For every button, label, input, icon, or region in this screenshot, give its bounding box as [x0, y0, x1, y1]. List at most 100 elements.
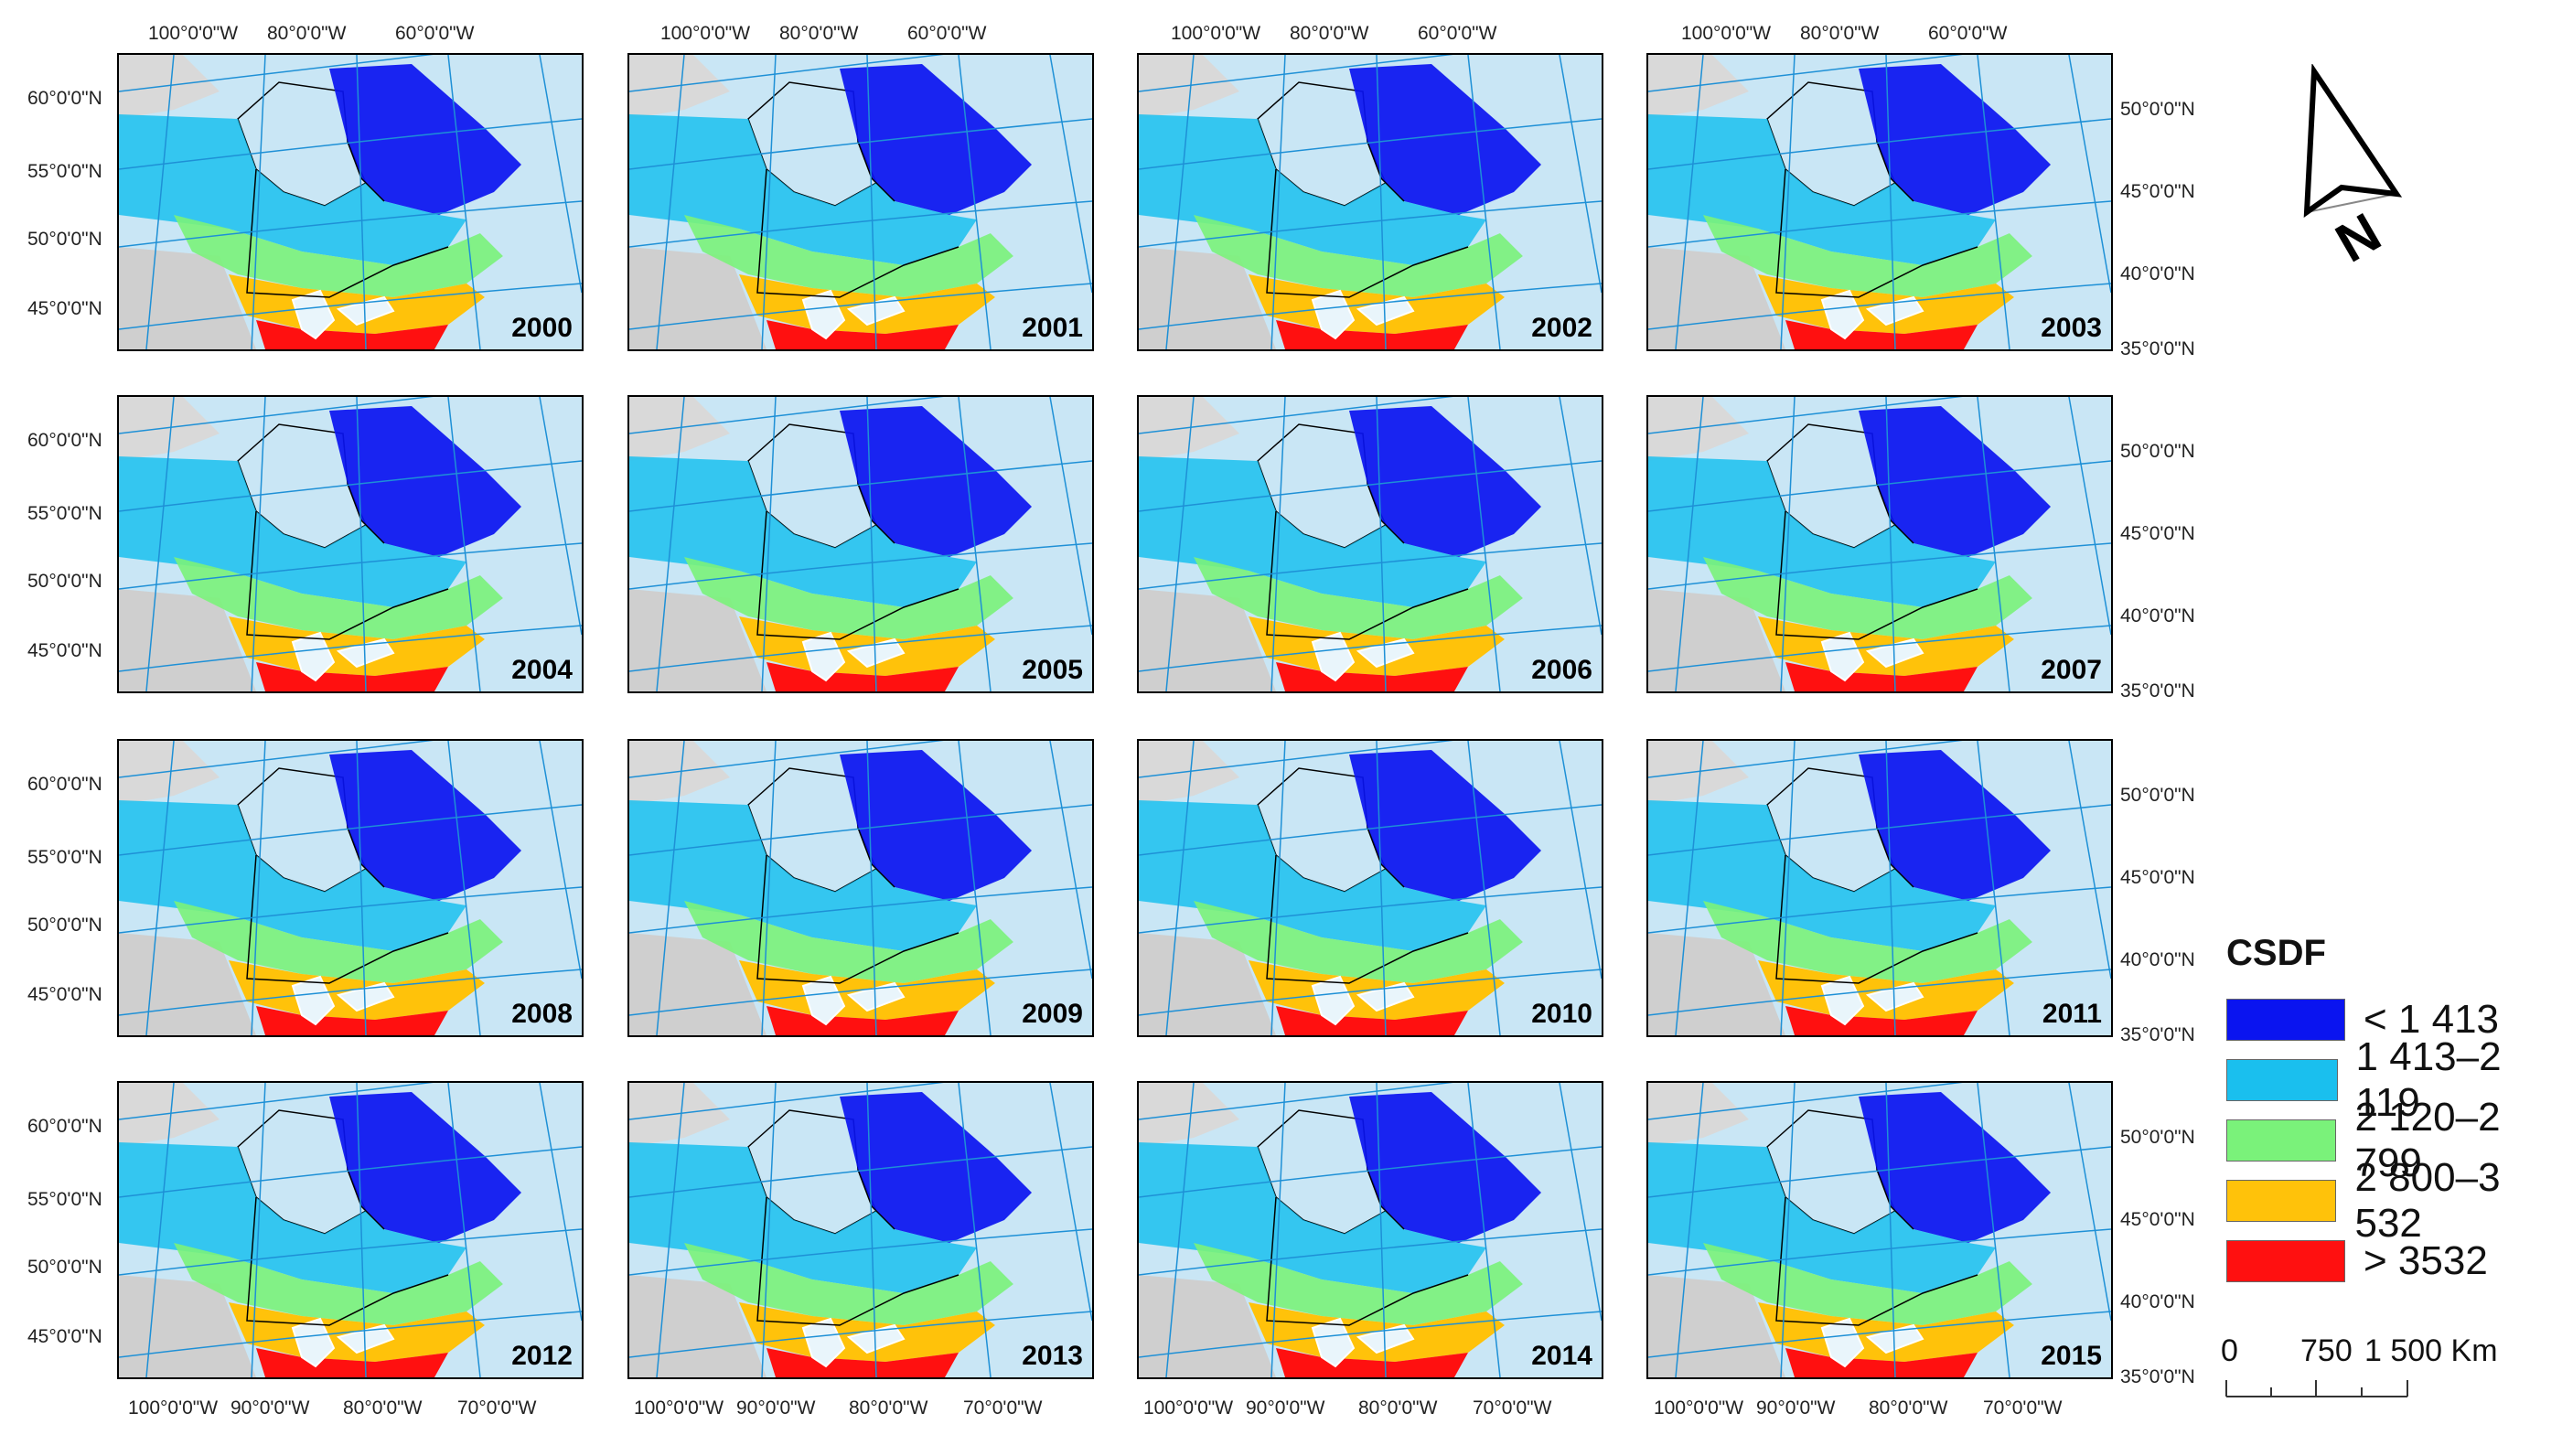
year-label: 2006 — [1531, 655, 1592, 685]
left-lat-label: 55°0'0"N — [27, 161, 102, 182]
left-lat-label: 45°0'0"N — [27, 640, 102, 661]
year-label: 2014 — [1531, 1341, 1592, 1371]
bottom-lon-label: 90°0'0"W — [230, 1397, 310, 1419]
right-lat-label: 45°0'0"N — [2120, 867, 2195, 888]
map-graphic — [119, 1083, 582, 1377]
north-arrow-icon: N — [2303, 62, 2403, 274]
map-panel: 2003 — [1646, 53, 2113, 351]
legend-label: 1 413–2 119 — [2355, 1034, 2502, 1125]
year-label: 2002 — [1531, 313, 1592, 343]
year-label: 2003 — [2041, 313, 2102, 343]
right-lat-label: 45°0'0"N — [2120, 1209, 2195, 1230]
map-graphic — [1139, 397, 1602, 691]
bottom-lon-label: 90°0'0"W — [1246, 1397, 1325, 1419]
north-arrow-dark-outline — [2303, 62, 2403, 219]
north-arrow: N — [2287, 62, 2433, 274]
bottom-lon-label: 80°0'0"W — [1358, 1397, 1438, 1419]
year-label: 2000 — [511, 313, 573, 343]
map-graphic — [629, 1083, 1092, 1377]
north-arrow-label: N — [2326, 201, 2391, 274]
legend-item: > 3532 — [2226, 1238, 2488, 1283]
legend-label: > 3532 — [2364, 1238, 2488, 1283]
map-graphic — [119, 741, 582, 1035]
right-lat-label: 45°0'0"N — [2120, 523, 2195, 544]
right-lat-label: 45°0'0"N — [2120, 181, 2195, 202]
map-graphic — [1139, 1083, 1602, 1377]
left-lat-label: 55°0'0"N — [27, 503, 102, 524]
left-lat-label: 60°0'0"N — [27, 88, 102, 109]
left-lat-label: 60°0'0"N — [27, 430, 102, 451]
right-lat-label: 40°0'0"N — [2120, 263, 2195, 284]
year-label: 2012 — [511, 1341, 573, 1371]
left-lat-label: 45°0'0"N — [27, 984, 102, 1005]
year-label: 2010 — [1531, 999, 1592, 1029]
bottom-lon-label: 70°0'0"W — [1473, 1397, 1552, 1419]
legend-item: 2 120–2 799 — [2226, 1095, 2562, 1185]
top-lon-label: 100°0'0"W — [1171, 23, 1261, 44]
map-panel: 2015 — [1646, 1081, 2113, 1379]
bottom-lon-label: 80°0'0"W — [343, 1397, 423, 1419]
right-lat-label: 35°0'0"N — [2120, 680, 2195, 701]
year-label: 2004 — [511, 655, 573, 685]
top-lon-label: 80°0'0"W — [1800, 23, 1880, 44]
year-label: 2001 — [1022, 313, 1083, 343]
bottom-lon-label: 70°0'0"W — [1983, 1397, 2063, 1419]
bottom-lon-label: 100°0'0"W — [634, 1397, 724, 1419]
right-lat-label: 35°0'0"N — [2120, 338, 2195, 359]
map-graphic — [1648, 1083, 2111, 1377]
map-panel: 2002 — [1137, 53, 1603, 351]
map-panel: 2000 — [117, 53, 584, 351]
legend-item: 1 413–2 119 — [2226, 1034, 2562, 1125]
left-lat-label: 60°0'0"N — [27, 1116, 102, 1137]
left-lat-label: 50°0'0"N — [27, 229, 102, 250]
right-lat-label: 35°0'0"N — [2120, 1366, 2195, 1387]
year-label: 2009 — [1022, 999, 1083, 1029]
right-lat-label: 35°0'0"N — [2120, 1024, 2195, 1045]
right-lat-label: 40°0'0"N — [2120, 1291, 2195, 1312]
year-label: 2005 — [1022, 655, 1083, 685]
map-graphic — [119, 55, 582, 349]
bottom-lon-label: 100°0'0"W — [128, 1397, 219, 1419]
right-lat-label: 50°0'0"N — [2120, 99, 2195, 120]
legend-item: 2 800–3 532 — [2226, 1155, 2562, 1246]
map-graphic — [1139, 55, 1602, 349]
legend-item: < 1 413 — [2226, 997, 2499, 1042]
map-panel: 2011 — [1646, 739, 2113, 1037]
map-panel: 2007 — [1646, 395, 2113, 693]
bottom-lon-label: 70°0'0"W — [457, 1397, 537, 1419]
bottom-lon-label: 80°0'0"W — [849, 1397, 928, 1419]
top-lon-label: 100°0'0"W — [148, 23, 239, 44]
map-panel: 2004 — [117, 395, 584, 693]
map-graphic — [629, 397, 1092, 691]
map-panel: 2009 — [627, 739, 1094, 1037]
left-lat-label: 50°0'0"N — [27, 915, 102, 936]
top-lon-label: 60°0'0"W — [395, 23, 475, 44]
map-graphic — [119, 397, 582, 691]
bottom-lon-label: 70°0'0"W — [963, 1397, 1043, 1419]
top-lon-label: 60°0'0"W — [1418, 23, 1497, 44]
scale-label-1500: 1 500 Km — [2364, 1333, 2498, 1368]
top-lon-label: 60°0'0"W — [907, 23, 987, 44]
top-lon-label: 80°0'0"W — [779, 23, 859, 44]
left-lat-label: 50°0'0"N — [27, 1257, 102, 1278]
map-graphic — [1648, 397, 2111, 691]
map-panel: 2001 — [627, 53, 1094, 351]
bottom-lon-label: 100°0'0"W — [1654, 1397, 1744, 1419]
map-graphic — [1139, 741, 1602, 1035]
right-lat-label: 50°0'0"N — [2120, 1127, 2195, 1148]
bottom-lon-label: 80°0'0"W — [1869, 1397, 1948, 1419]
map-graphic — [1648, 741, 2111, 1035]
legend-swatch — [2226, 1119, 2337, 1162]
legend-swatch — [2226, 999, 2345, 1041]
top-lon-label: 100°0'0"W — [1681, 23, 1772, 44]
legend-label: 2 120–2 799 — [2354, 1095, 2501, 1185]
map-panel: 2012 — [117, 1081, 584, 1379]
legend-title: CSDF — [2226, 933, 2326, 973]
scale-bar-ruler — [2225, 1380, 2408, 1397]
year-label: 2013 — [1022, 1341, 1083, 1371]
left-lat-label: 45°0'0"N — [27, 1326, 102, 1347]
scale-label-750: 750 — [2300, 1333, 2353, 1368]
left-lat-label: 55°0'0"N — [27, 847, 102, 868]
map-graphic — [629, 741, 1092, 1035]
year-label: 2015 — [2041, 1341, 2102, 1371]
